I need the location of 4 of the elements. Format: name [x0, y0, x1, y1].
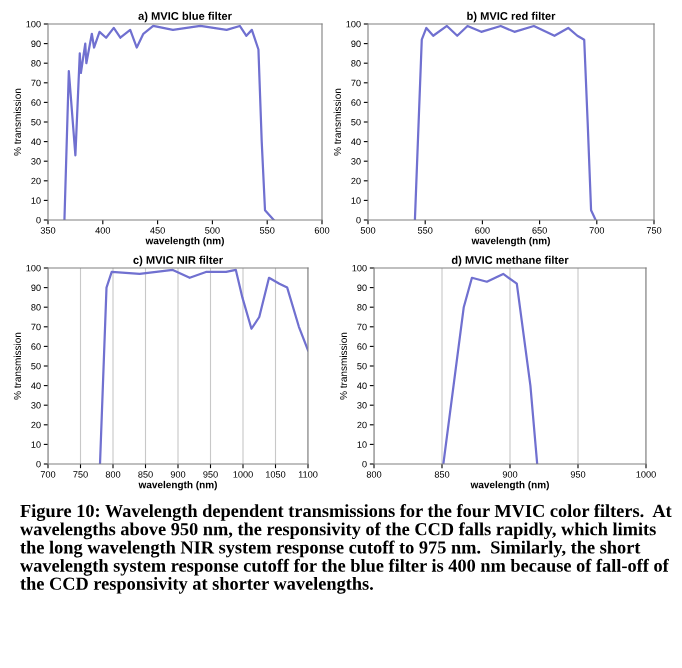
- line-series: [413, 24, 597, 220]
- caption: Figure 10: Wavelength dependent transmissions for the four MVIC color filters. At wavelengths above 950 nm, the responsivity of the CCD falls rapidly, which limits the long wavelength NIR system response cutoff to 975 nm. Similarly, the short wavelength system response cutoff for the blue filter is 400 nm because of fall-off of the CCD responsivity at shorter wavelengths.: [20, 504, 672, 594]
- line-series: [442, 272, 539, 464]
- line-series: [63, 24, 275, 220]
